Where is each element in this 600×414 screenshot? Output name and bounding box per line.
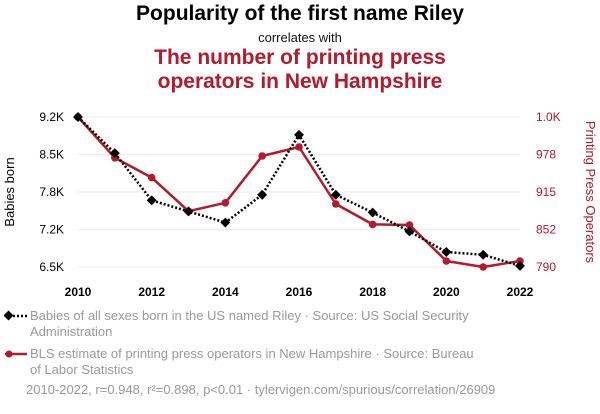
- y-tick-label-right: 852: [536, 223, 556, 237]
- legend-label-series2-line2: of Labor Statistics: [30, 362, 134, 377]
- data-point-printing-press: [295, 143, 303, 151]
- data-point-printing-press: [258, 152, 266, 160]
- data-point-printing-press: [221, 199, 230, 207]
- data-point-printing-press: [479, 263, 487, 271]
- data-point-riley: [109, 148, 120, 159]
- legend-label-series2-line1: BLS estimate of printing press operators…: [30, 346, 474, 361]
- data-point-printing-press: [442, 257, 451, 265]
- x-tick-label: 2018: [359, 285, 386, 299]
- data-point-riley: [404, 226, 415, 237]
- y-tick-label-right: 1.0K: [536, 110, 561, 124]
- x-tick-label: 2012: [138, 285, 165, 299]
- legend-label-series1: Babies of all sexes born in the US named…: [30, 308, 530, 340]
- data-point-riley: [515, 260, 525, 271]
- legend-marker-series1: [4, 310, 27, 321]
- x-tick-label: 2014: [212, 285, 239, 299]
- legend-marker-series2: [5, 350, 27, 358]
- x-tick-label: 2020: [433, 285, 460, 299]
- y-tick-label-left: 6.5K: [39, 260, 64, 274]
- data-point-riley: [220, 217, 231, 228]
- data-point-riley: [257, 189, 268, 200]
- chart-title-secondary-line2: operators in New Hampshire: [157, 70, 443, 93]
- y-tick-label-left: 7.2K: [39, 223, 64, 237]
- legend-label-series2: BLS estimate of printing press operators…: [30, 346, 530, 378]
- y-tick-label-left: 7.8K: [39, 185, 64, 199]
- footer-text: 2010-2022, r=0.948, r²=0.898, p<0.01 · t…: [26, 382, 496, 397]
- y-axis-label-left: Babies born: [2, 157, 17, 226]
- data-point-riley: [183, 206, 194, 217]
- line-chart: 9.2K 1.0K 8.5K 978 7.8K 915 7.2K 852 6.5K 790 2010…: [2, 110, 598, 299]
- data-point-riley: [330, 189, 341, 200]
- y-tick-label-right: 790: [536, 260, 556, 274]
- x-tick-label: 2016: [286, 285, 313, 299]
- data-point-printing-press: [332, 200, 340, 208]
- chart-title-secondary: The number of printing press operators i…: [0, 46, 600, 94]
- x-tick-label: 2022: [507, 285, 534, 299]
- legend-label-series1-line1: Babies of all sexes born in the US named…: [30, 308, 469, 323]
- y-axis-label-right: Printing Press Operators: [583, 121, 598, 264]
- legend-label-series1-line2: Administration: [30, 324, 113, 339]
- y-tick-label-left: 9.2K: [39, 110, 64, 124]
- data-point-riley: [294, 129, 304, 140]
- data-point-riley: [441, 247, 452, 257]
- data-point-riley: [146, 195, 157, 206]
- y-tick-label-right: 978: [536, 148, 556, 162]
- data-point-riley: [478, 249, 489, 260]
- data-point-riley: [73, 112, 83, 122]
- data-point-printing-press: [405, 221, 414, 229]
- data-point-printing-press: [368, 220, 377, 229]
- data-point-riley: [367, 207, 378, 218]
- chart-title-secondary-line1: The number of printing press: [154, 46, 446, 69]
- x-tick-label: 2010: [65, 285, 92, 299]
- y-tick-label-left: 8.5K: [39, 148, 64, 162]
- chart-subtitle: correlates with: [258, 30, 342, 45]
- chart-title: Popularity of the first name Riley: [136, 2, 464, 25]
- data-point-printing-press: [147, 173, 156, 182]
- y-tick-label-right: 915: [536, 185, 556, 199]
